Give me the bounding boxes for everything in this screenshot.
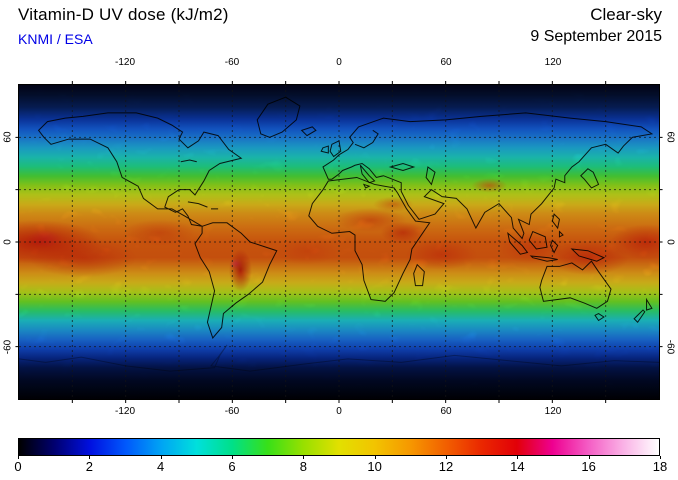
- latitude-axis-right: 60 0 -60: [663, 84, 677, 400]
- colorbar-tick: [446, 456, 447, 459]
- coastline-oceania: [508, 214, 652, 322]
- colorbar-ticks: [18, 456, 661, 460]
- lat-tick-label: -60: [664, 340, 676, 355]
- colorbar-tick: [160, 456, 162, 459]
- lon-tick-label: 120: [544, 406, 562, 417]
- colorbar-tick-label: 12: [438, 459, 454, 474]
- colorbar-tick-label: 10: [367, 459, 382, 474]
- colorbar-scale: 0 2 4 6 8 10 12 14 16 18: [14, 459, 667, 474]
- lon-tick-label: 120: [544, 57, 562, 68]
- colorbar-tick-label: 18: [652, 459, 668, 474]
- colorbar-tick-label: 4: [157, 459, 165, 474]
- lon-tick-label: 60: [440, 57, 452, 68]
- sky-condition-label: Clear-sky: [590, 5, 662, 24]
- latitude-axis-left: 60 0 -60: [1, 84, 15, 400]
- colorbar-tick: [303, 456, 305, 459]
- lon-tick-label: -120: [114, 57, 136, 68]
- colorbar-tick: [374, 456, 376, 459]
- colorbar-tick: [89, 456, 91, 459]
- coastline-eurasia: [302, 113, 652, 239]
- lat-tick-label: 0: [664, 239, 676, 245]
- colorbar-tick-label: 8: [299, 459, 307, 474]
- colorbar-tick: [18, 456, 19, 459]
- lon-tick-label: -120: [114, 406, 136, 417]
- colorbar-tick-label: 2: [85, 459, 93, 474]
- lon-tick-label: 0: [336, 406, 342, 417]
- lat-tick-label: 60: [664, 131, 676, 143]
- coastlines-layer: [19, 97, 659, 371]
- world-map-panel: [18, 84, 660, 400]
- lat-tick-label: 0: [2, 239, 14, 245]
- colorbar-tick-label: 16: [581, 459, 596, 474]
- figure-title: Vitamin-D UV dose (kJ/m2): [18, 5, 229, 24]
- frame-axis-ticks: [15, 81, 662, 403]
- lon-tick-label: 0: [336, 57, 342, 68]
- map-overlay: [19, 85, 659, 399]
- lat-tick-label: 60: [2, 131, 14, 143]
- colorbar-tick-label: 0: [14, 459, 22, 474]
- lon-tick-label: -60: [224, 406, 240, 417]
- colorbar-tick: [517, 456, 519, 459]
- coastline-africa: [309, 177, 430, 301]
- lat-tick-label: -60: [2, 340, 14, 355]
- graticule-gridlines: [19, 85, 659, 399]
- colorbar-gradient: [18, 438, 660, 456]
- figure-date: 9 September 2015: [530, 28, 662, 45]
- colorbar-tick-label: 6: [228, 459, 236, 474]
- longitude-axis-bottom: -120 -60 0 60 120: [18, 406, 660, 420]
- colorbar-tick: [660, 456, 661, 459]
- longitude-axis-top: -120 -60 0 60 120: [18, 57, 660, 71]
- lon-tick-label: -60: [224, 57, 240, 68]
- colorbar-tick: [588, 456, 590, 459]
- lon-tick-label: 60: [440, 406, 452, 417]
- colorbar-tick-label: 14: [510, 459, 525, 474]
- colorbar-tick: [231, 456, 233, 459]
- figure-credit: KNMI / ESA: [18, 31, 93, 47]
- coastline-antarctica: [19, 345, 659, 371]
- coastline-americas: [39, 97, 300, 338]
